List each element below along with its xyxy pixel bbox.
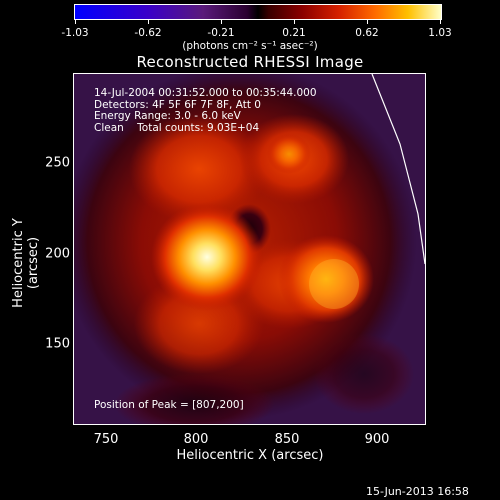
image-title: Reconstructed RHESSI Image — [136, 53, 364, 71]
y-tick-label: 200 — [45, 246, 70, 262]
colorbar-tick-label: -0.21 — [207, 27, 235, 39]
colorbar-tick-mark — [367, 19, 368, 24]
x-tick-label: 750 — [93, 432, 119, 447]
colorbar-tick-label: -1.03 — [61, 27, 89, 39]
observation-info: 14-Jul-2004 00:31:52.000 to 00:35:44.000… — [94, 87, 317, 134]
colorbar-tick-mark — [148, 19, 149, 24]
render-timestamp: 15-Jun-2013 16:58 — [366, 485, 469, 498]
colorbar-tick-label: 0.62 — [355, 27, 379, 39]
colorbar-tick-label: 1.03 — [428, 27, 452, 39]
x-tick-label: 900 — [364, 432, 390, 447]
colorbar-tick-mark — [75, 19, 76, 24]
colorbar-tick-mark — [294, 19, 295, 24]
x-tick-label: 850 — [274, 432, 300, 447]
colorbar-tick-label: 0.21 — [282, 27, 306, 39]
colorbar-tick-mark — [440, 19, 441, 24]
peak-position: Position of Peak = [807,200] — [94, 399, 244, 411]
info-energy: Energy Range: 3.0 - 6.0 keV — [94, 110, 241, 122]
plot-frame — [73, 73, 426, 425]
colorbar-units: (photons cm⁻² s⁻¹ asec⁻²) — [182, 40, 318, 52]
colorbar-tick-mark — [221, 19, 222, 24]
y-tick-label: 250 — [45, 155, 70, 171]
y-tick-label: 150 — [45, 336, 70, 352]
colorbar-tick-label: -0.62 — [134, 27, 162, 39]
info-detectors: Detectors: 4F 5F 6F 7F 8F, Att 0 — [94, 98, 261, 111]
x-tick-label: 800 — [183, 432, 209, 447]
rhessi-image — [74, 74, 425, 424]
colorbar — [74, 4, 442, 20]
x-axis-label: Heliocentric X (arcsec) — [176, 448, 324, 463]
info-clean: Clean Total counts: 9.03E+04 — [94, 121, 260, 134]
y-axis-label: Heliocentric Y (arcsec) — [11, 218, 41, 308]
info-time: 14-Jul-2004 00:31:52.000 to 00:35:44.000 — [94, 87, 317, 99]
